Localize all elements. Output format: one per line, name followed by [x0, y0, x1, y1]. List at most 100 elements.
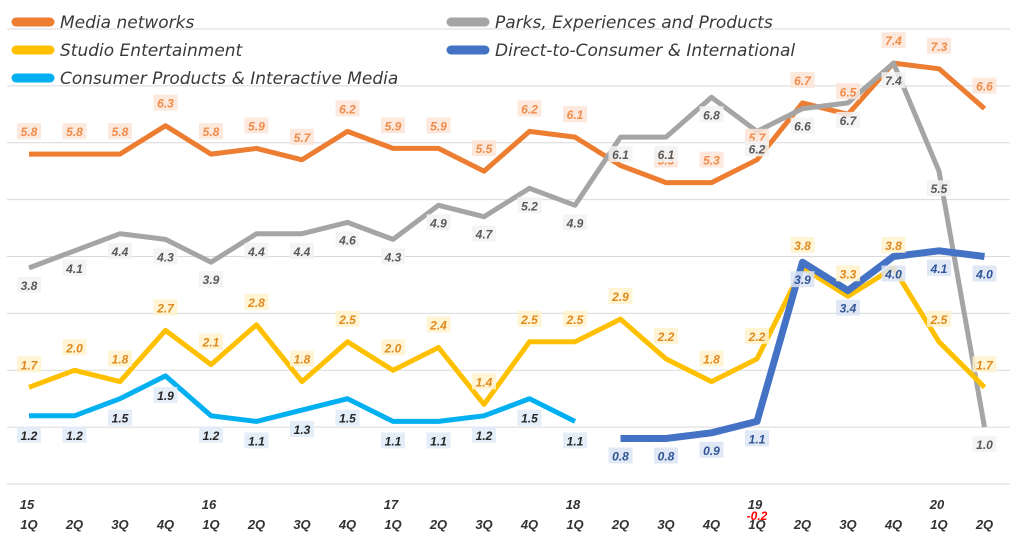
data-label-bg	[881, 72, 906, 89]
data-label-consumer-products-interactive-media: 1.1	[430, 434, 447, 448]
data-label-studio-entertainment: 2.2	[748, 330, 766, 344]
tick-label-quarter: 1Q	[566, 517, 583, 532]
data-label-bg	[62, 426, 87, 443]
data-label-media-networks: 6.2	[339, 102, 356, 116]
data-label-bg	[972, 77, 997, 94]
data-label-bg	[153, 299, 178, 316]
tick-label-quarter: 2Q	[611, 517, 629, 532]
data-label-studio-entertainment: 2.0	[65, 341, 83, 355]
data-label-studio-entertainment: 2.2	[657, 330, 675, 344]
data-label-consumer-products-interactive-media: 1.1	[248, 434, 265, 448]
data-label-studio-entertainment: 2.5	[338, 313, 356, 327]
data-label-studio-entertainment: 2.5	[520, 313, 538, 327]
data-label-bg	[426, 117, 451, 134]
tick-label-quarter: 4Q	[520, 517, 538, 532]
data-label-media-networks: 5.9	[430, 119, 447, 133]
data-label-bg	[745, 430, 769, 447]
data-label-bg	[62, 339, 87, 356]
data-label-direct-to-consumer-international: 1.1	[749, 432, 766, 446]
data-label-studio-entertainment: 1.4	[476, 375, 493, 389]
data-label-bg	[199, 271, 223, 288]
data-label-bg	[836, 265, 860, 282]
data-label-bg	[472, 373, 496, 390]
tick-label-quarter: 1Q	[930, 517, 947, 532]
data-label-bg	[153, 248, 178, 265]
tick-label-quarter: 1Q	[20, 517, 37, 532]
data-label-bg	[381, 248, 405, 265]
data-label-bg	[108, 123, 132, 140]
series-line-consumer-products-interactive-media	[29, 373, 577, 424]
data-label-bg	[699, 350, 724, 367]
tick-label-quarter: 3Q	[657, 517, 674, 532]
series-line-media-networks	[29, 60, 987, 186]
annotations: -0.2	[747, 509, 768, 523]
data-label-bg	[517, 409, 542, 426]
data-label-parks-experiences-and-products: 4.4	[293, 245, 311, 259]
data-label-bg	[472, 426, 496, 443]
tick-label-year: 15	[20, 497, 35, 512]
data-label-bg	[517, 100, 542, 117]
data-label-direct-to-consumer-international: 4.0	[884, 268, 902, 282]
data-label-bg	[108, 350, 132, 367]
data-label-parks-experiences-and-products: 1.0	[976, 438, 993, 452]
tick-label-quarter: 4Q	[884, 517, 902, 532]
data-label-parks-experiences-and-products: 6.6	[794, 120, 811, 134]
tick-label-quarter: 3Q	[475, 517, 492, 532]
data-label-studio-entertainment: 2.7	[156, 301, 175, 315]
data-label-studio-entertainment: 3.8	[794, 239, 811, 253]
tick-label-quarter: 2Q	[429, 517, 447, 532]
data-label-bg	[699, 151, 724, 168]
data-label-parks-experiences-and-products: 4.3	[384, 250, 402, 264]
data-label-bg	[17, 426, 41, 443]
data-label-consumer-products-interactive-media: 1.5	[339, 412, 356, 426]
data-label-bg	[381, 117, 405, 134]
tick-label-quarter: 1Q	[384, 517, 401, 532]
data-label-bg	[790, 117, 815, 134]
data-label-direct-to-consumer-international: 3.9	[794, 273, 811, 287]
data-label-direct-to-consumer-international: 4.0	[975, 268, 993, 282]
data-label-consumer-products-interactive-media: 1.5	[521, 412, 538, 426]
data-label-bg	[381, 432, 405, 449]
legend-label-media-networks: Media networks	[60, 13, 194, 33]
data-label-bg	[290, 350, 314, 367]
data-label-bg	[426, 432, 451, 449]
data-label-consumer-products-interactive-media: 1.2	[21, 429, 38, 443]
data-label-bg	[108, 242, 132, 259]
data-label-studio-entertainment: 2.1	[202, 336, 220, 350]
data-label-media-networks: 5.5	[476, 142, 493, 156]
data-label-parks-experiences-and-products: 6.2	[749, 142, 766, 156]
data-label-bg	[927, 180, 951, 197]
legend-label-consumer-products-interactive-media: Consumer Products & Interactive Media	[60, 69, 398, 89]
data-label-bg	[654, 327, 678, 344]
tick-label-quarter: 4Q	[338, 517, 356, 532]
data-label-bg	[745, 327, 769, 344]
data-label-direct-to-consumer-international: 0.9	[703, 444, 720, 458]
data-label-parks-experiences-and-products: 6.1	[658, 148, 675, 162]
data-label-parks-experiences-and-products: 6.1	[612, 148, 629, 162]
tick-label-quarter: 4Q	[702, 517, 720, 532]
data-label-parks-experiences-and-products: 5.2	[521, 199, 538, 213]
data-label-bg	[790, 271, 815, 288]
data-label-bg	[563, 432, 587, 449]
tick-label-quarter: 1Q	[202, 517, 219, 532]
data-label-bg	[290, 242, 314, 259]
data-label-media-networks: 6.2	[521, 102, 538, 116]
data-label-studio-entertainment: 1.7	[976, 358, 994, 372]
data-label-bg	[563, 214, 587, 231]
data-label-consumer-products-interactive-media: 1.3	[294, 423, 311, 437]
data-label-bg	[836, 111, 860, 128]
data-label-bg	[972, 265, 997, 282]
data-label-studio-entertainment: 2.5	[566, 313, 584, 327]
data-label-direct-to-consumer-international: 0.8	[658, 450, 675, 464]
data-label-media-networks: 7.4	[885, 34, 902, 48]
tick-label-quarter: 4Q	[156, 517, 174, 532]
data-label-bg	[290, 128, 314, 145]
data-label-bg	[472, 225, 496, 242]
tick-label-quarter: 3Q	[293, 517, 310, 532]
data-label-bg	[699, 441, 724, 458]
data-label-bg	[199, 333, 223, 350]
tick-label-quarter: 2Q	[975, 517, 993, 532]
tick-label-quarter: 2Q	[793, 517, 811, 532]
data-label-bg	[927, 310, 951, 327]
data-label-media-networks: 6.1	[567, 108, 584, 122]
